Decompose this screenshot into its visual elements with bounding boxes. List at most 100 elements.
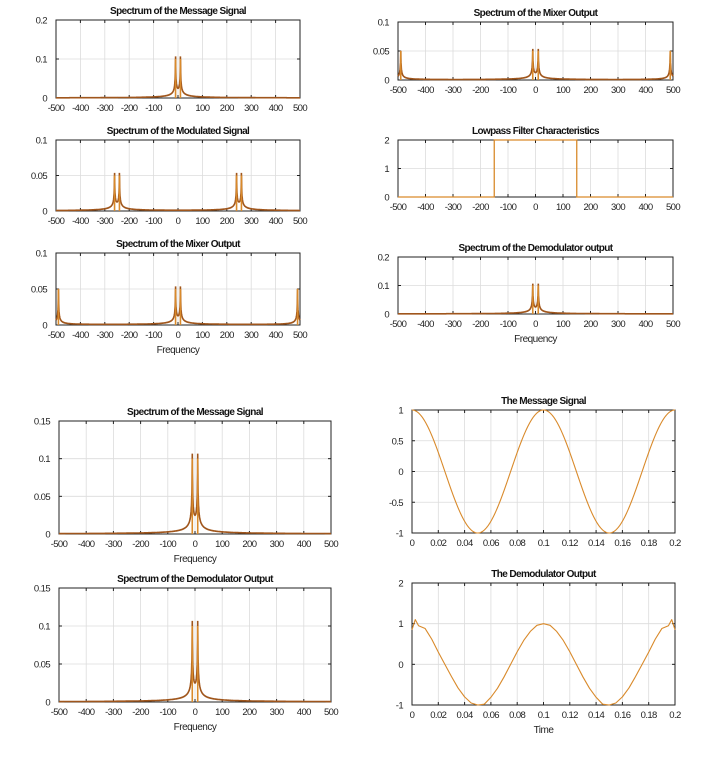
- x-tick-label: -300: [445, 319, 462, 330]
- x-tick-label: -100: [145, 330, 162, 341]
- x-tick-label: 0.06: [483, 710, 499, 721]
- x-tick-label: 200: [220, 330, 234, 341]
- x-axis-label: Time: [534, 725, 555, 736]
- subplot-4: -500 -400 -300 -200 -100 0 100 200 300 400 500 0 0.0…: [373, 8, 681, 96]
- x-tick-label: -400: [417, 85, 434, 96]
- x-tick-label: 0.1: [538, 538, 550, 549]
- x-tick-label: 500: [293, 216, 307, 227]
- y-tick-label: 2: [398, 579, 403, 590]
- chart-title: Spectrum of the Demodulator Output: [117, 574, 274, 585]
- x-tick-label: 0.04: [457, 538, 473, 549]
- y-tick-label: 0: [384, 193, 389, 204]
- x-tick-label: 400: [638, 202, 652, 213]
- chart-title: Spectrum of the Mixer Output: [474, 8, 599, 19]
- x-tick-label: 0.12: [562, 710, 578, 721]
- x-tick-label: 100: [195, 103, 209, 114]
- x-tick-label: 500: [324, 707, 338, 718]
- spectrum-tail: [59, 453, 331, 535]
- signal-line: [411, 409, 676, 534]
- x-tick-label: 500: [324, 539, 338, 550]
- x-tick-label: 0: [193, 539, 198, 550]
- spectrum-tail: [56, 172, 300, 212]
- y-tick-label: 1: [398, 619, 403, 630]
- chart-title: Spectrum of the Message Signal: [127, 407, 264, 418]
- x-tick-label: -500: [48, 216, 65, 227]
- x-tick-label: 0.2: [669, 538, 681, 549]
- spectrum-tail: [55, 286, 301, 326]
- x-tick-label: -300: [96, 330, 113, 341]
- chart-title: Spectrum of the Demodulator output: [458, 243, 613, 254]
- x-tick-label: 300: [244, 103, 258, 114]
- x-tick-label: 100: [215, 539, 229, 550]
- x-tick-label: 400: [638, 319, 652, 330]
- x-tick-label: -100: [145, 216, 162, 227]
- y-tick-label: 0: [398, 467, 403, 478]
- x-tick-label: 0: [176, 216, 181, 227]
- x-tick-label: 500: [293, 103, 307, 114]
- x-tick-label: 100: [195, 216, 209, 227]
- x-tick-label: 0: [410, 538, 415, 549]
- x-tick-label: 0.04: [457, 710, 473, 721]
- y-tick-label: -1: [396, 701, 404, 712]
- axes-frame: [58, 587, 332, 703]
- y-tick-label: 0.1: [36, 55, 48, 66]
- x-tick-label: -300: [105, 539, 122, 550]
- subplot-2: -500 -400 -300 -200 -100 0 100 200 300 400 500 0 0.0…: [31, 126, 308, 227]
- y-tick-label: 0.2: [378, 253, 390, 264]
- y-tick-label: 0.1: [378, 281, 390, 292]
- subplot-5: -500 -400 -300 -200 -100 0 100 200 300 400 500 0 1 2 L…: [384, 126, 681, 213]
- axes-frame: [397, 21, 674, 81]
- y-tick-label: 0.1: [36, 249, 48, 260]
- x-tick-label: -500: [51, 539, 68, 550]
- x-tick-label: 0.08: [509, 710, 525, 721]
- x-tick-label: -500: [51, 707, 68, 718]
- x-tick-label: -300: [445, 85, 462, 96]
- x-tick-label: 0.06: [483, 538, 499, 549]
- x-tick-label: -400: [78, 707, 95, 718]
- chart-title: Lowpass Filter Characteristics: [472, 126, 600, 137]
- x-tick-label: 0: [533, 85, 538, 96]
- y-tick-label: 0.05: [31, 171, 47, 182]
- x-tick-label: 0: [176, 103, 181, 114]
- y-tick-label: 0.15: [34, 417, 50, 428]
- x-tick-label: -400: [78, 539, 95, 550]
- x-tick-label: 300: [611, 319, 625, 330]
- x-tick-label: 0.1: [538, 710, 550, 721]
- x-tick-label: 300: [611, 202, 625, 213]
- x-tick-label: -200: [472, 202, 489, 213]
- y-tick-label: 2: [384, 136, 389, 147]
- x-tick-label: -100: [500, 85, 517, 96]
- x-tick-label: -300: [96, 216, 113, 227]
- x-tick-label: 0.18: [641, 710, 657, 721]
- x-tick-label: -100: [500, 319, 517, 330]
- x-tick-label: 0: [533, 319, 538, 330]
- x-tick-label: 0.2: [669, 710, 681, 721]
- y-tick-label: 1: [398, 406, 403, 417]
- x-tick-label: -200: [472, 319, 489, 330]
- x-tick-label: -500: [48, 103, 65, 114]
- y-tick-label: 0: [42, 94, 47, 105]
- x-tick-label: -300: [105, 707, 122, 718]
- x-tick-label: -100: [145, 103, 162, 114]
- x-tick-label: 300: [244, 216, 258, 227]
- x-tick-label: -400: [72, 103, 89, 114]
- x-tick-label: 400: [269, 330, 283, 341]
- x-tick-label: 300: [270, 539, 284, 550]
- x-axis-label: Frequency: [174, 722, 217, 733]
- x-tick-label: 100: [556, 319, 570, 330]
- x-tick-label: 100: [556, 202, 570, 213]
- x-tick-label: -400: [72, 216, 89, 227]
- y-tick-label: 0.05: [34, 660, 50, 671]
- x-tick-label: 0.16: [614, 538, 630, 549]
- subplot-10: 0 0.02 0.04 0.06 0.08 0.1 0.12 0.14 0.16 0.18 0.2 -…: [396, 569, 682, 736]
- x-axis-label: Frequency: [157, 345, 200, 356]
- axes-frame: [411, 582, 676, 706]
- x-tick-label: -300: [445, 202, 462, 213]
- chart-title: The Demodulator Output: [491, 569, 597, 580]
- y-tick-label: 0: [45, 698, 50, 709]
- filter-response: [398, 139, 673, 198]
- x-tick-label: 500: [666, 202, 680, 213]
- x-axis-label: Frequency: [174, 554, 217, 565]
- x-tick-label: 200: [583, 319, 597, 330]
- x-tick-label: 500: [666, 319, 680, 330]
